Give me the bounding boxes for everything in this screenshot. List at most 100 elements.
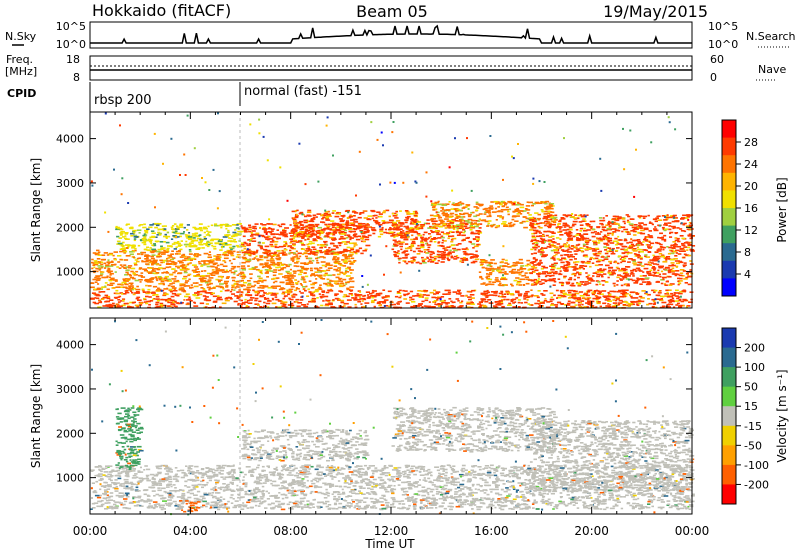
range-gate-cell (214, 242, 220, 244)
range-gate-cell (140, 253, 144, 256)
range-gate-cell (130, 270, 134, 273)
range-gate-cell (282, 301, 288, 304)
range-gate-cell (133, 239, 136, 242)
range-gate-cell (407, 292, 410, 295)
range-gate-cell (678, 298, 682, 301)
range-gate-cell (261, 266, 265, 269)
range-gate-cell (563, 258, 567, 261)
range-gate-cell (646, 281, 651, 283)
range-gate-cell (517, 301, 521, 304)
range-gate-cell (578, 291, 584, 293)
range-gate-cell (132, 256, 135, 259)
range-gate-cell (309, 251, 313, 253)
range-gate-cell (503, 278, 508, 281)
range-gate-cell (574, 214, 577, 216)
range-gate-cell (338, 224, 343, 227)
range-gate-cell (611, 269, 617, 272)
range-gate-cell (471, 289, 476, 292)
range-gate-cell (301, 248, 305, 250)
range-gate-cell (510, 300, 514, 303)
range-gate-cell (209, 273, 213, 275)
range-gate-cell (548, 224, 552, 226)
range-gate-cell (250, 238, 253, 240)
range-gate-cell (535, 230, 540, 233)
range-gate-cell (115, 226, 120, 229)
range-gate-cell (609, 306, 612, 309)
range-gate-cell (264, 245, 270, 248)
range-gate-cell (665, 257, 671, 260)
range-gate-cell (543, 215, 548, 218)
range-gate-cell (232, 231, 237, 234)
range-gate-cell (524, 272, 528, 274)
range-gate-cell (454, 217, 459, 219)
range-gate-cell (163, 251, 169, 253)
range-gate-cell (186, 256, 191, 258)
range-gate-cell (256, 258, 259, 260)
range-gate-cell (425, 305, 429, 308)
range-gate-cell (160, 251, 164, 254)
range-gate-cell (159, 305, 164, 308)
range-gate-cell (132, 271, 135, 274)
range-gate-cell (392, 239, 397, 242)
range-gate-cell (254, 297, 259, 300)
range-gate-cell (227, 252, 231, 254)
range-gate-cell (642, 271, 645, 273)
range-gate-cell (145, 284, 148, 287)
range-gate-cell (640, 300, 645, 303)
range-gate-cell (588, 239, 592, 241)
range-gate-cell (648, 274, 651, 276)
range-gate-cell (548, 207, 552, 209)
range-gate-cell (316, 297, 319, 299)
range-gate-cell (560, 217, 565, 219)
range-gate-cell (201, 270, 203, 272)
range-gate-cell (420, 224, 426, 226)
range-gate-cell (574, 304, 577, 306)
range-gate-cell (587, 274, 591, 277)
range-gate-cell (664, 284, 668, 286)
range-gate-cell (241, 243, 245, 246)
range-gate-cell (423, 251, 426, 253)
range-gate-cell (399, 223, 405, 225)
range-gate-cell (234, 233, 239, 235)
range-gate-cell (493, 200, 499, 203)
range-gate-cell (422, 294, 427, 296)
range-gate-cell (489, 224, 495, 227)
range-gate-cell (253, 257, 257, 259)
range-gate-cell (230, 254, 235, 257)
range-gate-cell (524, 301, 528, 304)
range-gate-cell (158, 252, 161, 254)
range-gate-cell (362, 236, 366, 238)
range-gate-cell (413, 214, 418, 217)
range-gate-cell (551, 220, 554, 223)
range-gate-cell (405, 262, 409, 265)
range-gate-cell (591, 248, 596, 250)
range-gate-cell (652, 268, 656, 271)
range-gate-cell (546, 212, 551, 215)
range-gate-cell (630, 271, 634, 274)
range-gate-cell (300, 227, 304, 229)
range-gate-cell (311, 300, 316, 302)
range-gate-cell (490, 225, 493, 228)
range-gate-cell (176, 242, 181, 245)
range-gate-cell (488, 208, 494, 210)
range-gate-cell (519, 213, 523, 215)
range-gate-cell (579, 234, 583, 236)
range-gate-cell (200, 279, 204, 281)
range-gate-cell (581, 303, 584, 306)
range-gate-cell (179, 223, 184, 226)
range-gate-cell (259, 285, 264, 287)
range-gate-cell (195, 248, 201, 250)
range-gate-cell (320, 245, 325, 247)
range-gate-cell (570, 248, 574, 250)
range-gate-cell (562, 267, 568, 269)
range-gate-cell (248, 250, 252, 252)
range-gate-cell (401, 251, 405, 254)
range-gate-cell (158, 283, 163, 285)
range-gate-cell (311, 224, 314, 226)
range-gate-cell (597, 233, 601, 235)
range-gate-cell (477, 303, 482, 305)
range-gate-cell (544, 202, 548, 205)
range-gate-cell (486, 269, 492, 272)
range-gate-cell (306, 220, 309, 223)
range-gate-cell (541, 272, 547, 275)
